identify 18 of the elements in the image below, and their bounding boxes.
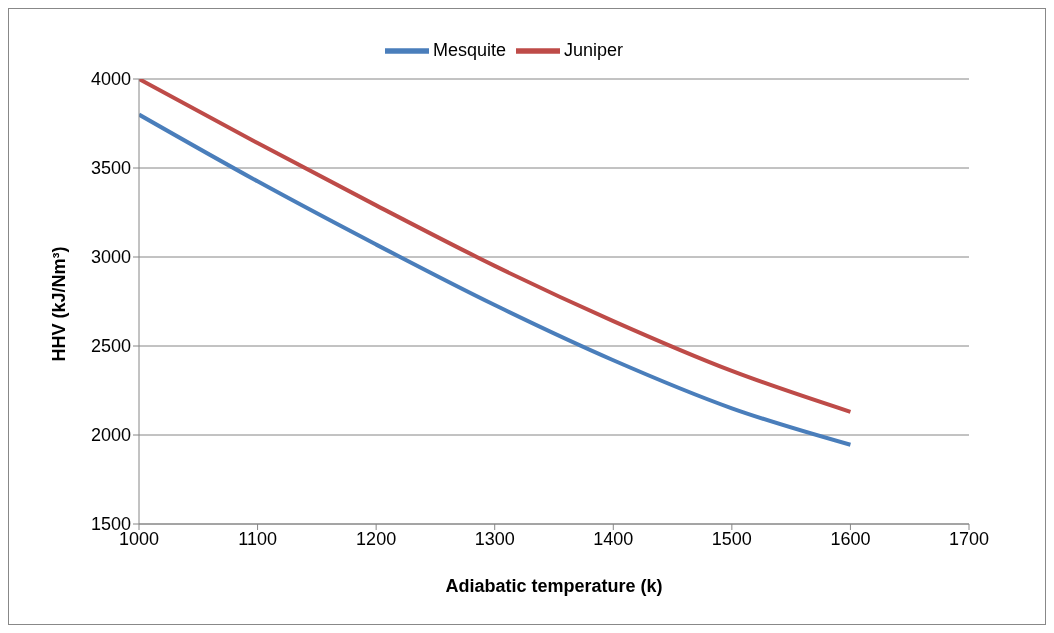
x-tick-label: 1500	[711, 528, 752, 549]
x-tick-label: 1100	[238, 528, 277, 549]
x-axis-title: Adiabatic temperature (k)	[445, 576, 663, 596]
legend-label: Juniper	[564, 39, 624, 60]
x-tick-label: 1600	[830, 528, 871, 549]
y-axis-title: HHV (kJ/Nm³)	[49, 246, 70, 362]
y-tick-label: 3000	[90, 247, 131, 268]
line-series	[139, 79, 853, 414]
x-tick-label: 1300	[474, 528, 515, 549]
y-tick-label: 3500	[90, 158, 131, 179]
x-tick-label: 1200	[356, 528, 397, 549]
y-tick-label: 2500	[90, 336, 131, 357]
x-tick-label: 1400	[593, 528, 634, 549]
x-tick-label: 1700	[948, 528, 990, 549]
legend-label: Mesquite	[432, 39, 506, 60]
y-tick-label: 4000	[90, 69, 131, 90]
y-tick-label: 2000	[90, 425, 131, 446]
line-series	[139, 112, 853, 447]
